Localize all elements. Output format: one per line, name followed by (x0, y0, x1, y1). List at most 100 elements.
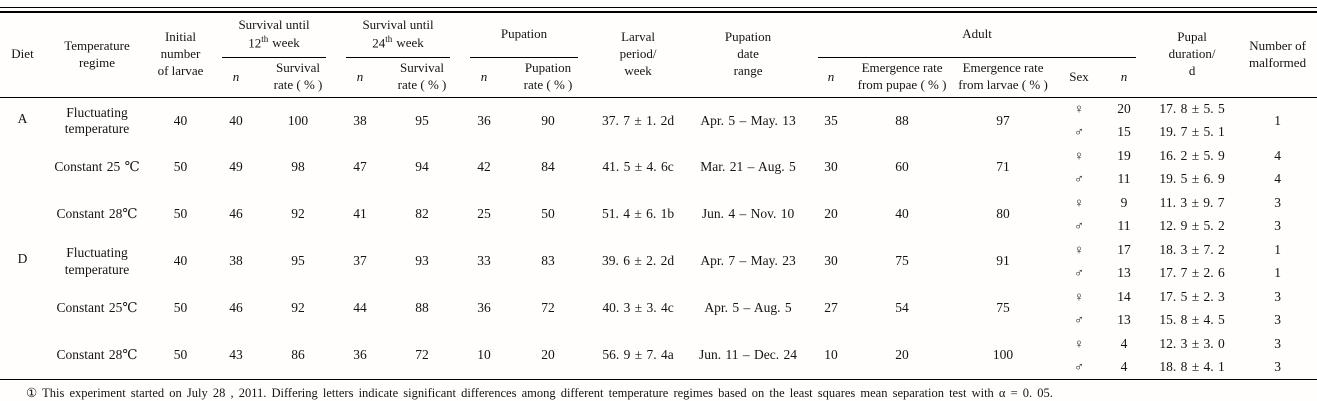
malformed-cell: 3 (1274, 288, 1281, 304)
pupation-rate-cell: 90 (541, 112, 555, 128)
table-row: Constant 28℃ 50 46 92 41 82 25 50 51. 4 ± 6. 1b J… (0, 191, 1317, 222)
col-header-emergence-rate-larvae: Emergence rate from larvae ( % ) (950, 58, 1057, 98)
header-line: Pupation (524, 60, 572, 76)
initial-larvae-cell: 40 (173, 112, 188, 128)
malformed-cell: 4 (1274, 147, 1281, 163)
col-header-pupation-rate: Pupation rate ( % ) (508, 58, 589, 98)
survival-rate-12wk-cell: 92 (291, 300, 305, 316)
pupal-duration-cell: 11. 3 ± 9. 7 (1159, 194, 1225, 210)
emergence-rate-pupae-cell: 20 (895, 347, 909, 363)
header-line: number (160, 46, 201, 62)
col-group-adult: Adult (808, 13, 1146, 58)
sex-male-cell: ♂ (1074, 171, 1084, 187)
temperature-regime-cell: Constant 25℃ (56, 300, 138, 316)
footnote-text: ① This experiment started on July 28 , 2… (26, 385, 1053, 400)
pupation-date-range-cell: Apr. 5 – May. 13 (700, 112, 796, 128)
table-row: Constant 28℃ 50 43 86 36 72 10 20 56. 9 ± 7. 4a J… (0, 332, 1317, 363)
survival-rate-24wk-cell: 93 (415, 253, 429, 269)
header-line: malformed (1249, 54, 1307, 70)
n-12wk-cell: 40 (229, 112, 243, 128)
n-12wk-cell: 49 (229, 159, 243, 175)
initial-larvae-cell: 50 (173, 206, 188, 222)
emergence-rate-larvae-cell: 80 (996, 206, 1010, 222)
emergence-rate-pupae-cell: 40 (895, 206, 909, 222)
header-line: Pupation (500, 26, 548, 42)
pupal-duration-cell: 19. 5 ± 6. 9 (1159, 171, 1225, 187)
pupation-rate-cell: 84 (541, 159, 555, 175)
col-group-survival-24wk: Survival until 24th week (336, 13, 460, 58)
header-line: Initial (164, 29, 197, 45)
pupal-duration-cell: 17. 8 ± 5. 5 (1159, 100, 1225, 116)
col-header-survival-rate-12wk: Survival rate ( % ) (260, 58, 337, 98)
pupation-rate-cell: 50 (541, 206, 555, 222)
group-label-wrap: Survival until 12th week (222, 14, 327, 58)
sex-female-cell: ♀ (1074, 335, 1084, 351)
survival-rate-24wk-cell: 94 (415, 159, 429, 175)
pupation-date-range-cell: Jun. 4 – Nov. 10 (701, 206, 795, 222)
temperature-regime-cell: Constant 28℃ (56, 347, 138, 363)
col-header-n-24wk: n (336, 58, 385, 98)
survival-rate-24wk-cell: 82 (415, 206, 429, 222)
n-sex-cell: 4 (1120, 358, 1128, 374)
table-row: ♂ 13 15. 8 ± 4. 5 3 (0, 309, 1317, 333)
header-line: duration/ (1168, 46, 1216, 62)
table-row: ♂ 11 19. 5 ± 6. 9 4 (0, 168, 1317, 192)
col-header-n-sex: n (1102, 58, 1147, 98)
table-row: Constant 25℃ 50 46 92 44 88 36 72 40. 3 ± 3. 4c A… (0, 285, 1317, 316)
emergence-rate-larvae-cell: 100 (992, 347, 1014, 363)
n-pupation-cell: 25 (477, 206, 491, 222)
n-12wk-cell: 38 (229, 253, 243, 269)
n-sex-cell: 13 (1117, 265, 1131, 281)
initial-larvae-cell: 50 (173, 347, 188, 363)
header-line: Larval (621, 29, 655, 45)
header-row-sub: n Survival rate ( % ) n Survival rate ( … (0, 58, 1317, 98)
survival-rate-24wk-cell: 72 (415, 347, 429, 363)
header-line: from pupae ( % ) (857, 77, 947, 93)
temperature-regime-cell: Fluctuating temperature (64, 245, 130, 277)
larval-period-cell: 39. 6 ± 2. 2d (601, 253, 675, 269)
n-pupation-cell: 36 (477, 300, 491, 316)
initial-larvae-cell: 50 (173, 300, 188, 316)
larval-period-cell: 37. 7 ± 1. 2d (601, 112, 675, 128)
temperature-regime-cell: Constant 28℃ (56, 206, 138, 222)
n-adult-cell: 30 (824, 253, 838, 269)
n-sex-cell: 14 (1117, 288, 1131, 304)
header-line: of larvae (157, 63, 204, 79)
sex-female-cell: ♀ (1074, 101, 1084, 117)
n-24wk-cell: 38 (353, 112, 367, 128)
pupation-date-range-cell: Mar. 21 – Aug. 5 (700, 159, 796, 175)
sex-male-cell: ♂ (1074, 312, 1084, 328)
n-pupation-cell: 33 (477, 253, 491, 269)
n-adult-cell: 27 (824, 300, 838, 316)
header-line: Survival until (362, 16, 434, 32)
pupal-duration-cell: 17. 5 ± 2. 3 (1159, 288, 1225, 304)
results-table: Diet Temperature regime Initial number o… (0, 13, 1317, 380)
table-row: ♂ 15 19. 7 ± 5. 1 (0, 121, 1317, 145)
col-header-n-12wk: n (212, 58, 260, 98)
header-line: week (624, 63, 652, 79)
malformed-cell: 3 (1274, 312, 1281, 328)
header-line: 12th week (248, 33, 300, 51)
header-line: rate ( % ) (273, 77, 323, 93)
group-label-wrap: Survival until 24th week (346, 14, 451, 58)
table-body: A Fluctuating temperature 40 40 100 38 95 36 90 37… (0, 97, 1317, 379)
malformed-cell: 1 (1274, 265, 1281, 281)
n-12wk-cell: 46 (229, 206, 243, 222)
emergence-rate-pupae-cell: 88 (895, 112, 909, 128)
pupal-duration-cell: 12. 9 ± 5. 2 (1159, 218, 1225, 234)
table-row: ♂ 13 17. 7 ± 2. 6 1 (0, 262, 1317, 286)
sex-female-cell: ♀ (1074, 147, 1084, 163)
table-row: Constant 25 ℃ 50 49 98 47 94 42 84 41. 5 ± 4. 6c… (0, 144, 1317, 175)
pupal-duration-cell: 16. 2 ± 5. 9 (1159, 147, 1225, 163)
emergence-rate-pupae-cell: 60 (895, 159, 909, 175)
survival-rate-12wk-cell: 86 (291, 347, 305, 363)
header-line: Survival (399, 60, 445, 76)
n-pupation-cell: 36 (477, 112, 491, 128)
pupal-duration-cell: 12. 3 ± 3. 0 (1159, 335, 1225, 351)
n-sex-cell: 13 (1117, 312, 1131, 328)
table-row: ♂ 4 18. 8 ± 4. 1 3 (0, 356, 1317, 380)
col-header-sex: Sex (1056, 58, 1103, 98)
n-sex-cell: 11 (1117, 218, 1131, 234)
table-row: D Fluctuating temperature 40 38 95 37 93 33 83 39.… (0, 238, 1317, 277)
